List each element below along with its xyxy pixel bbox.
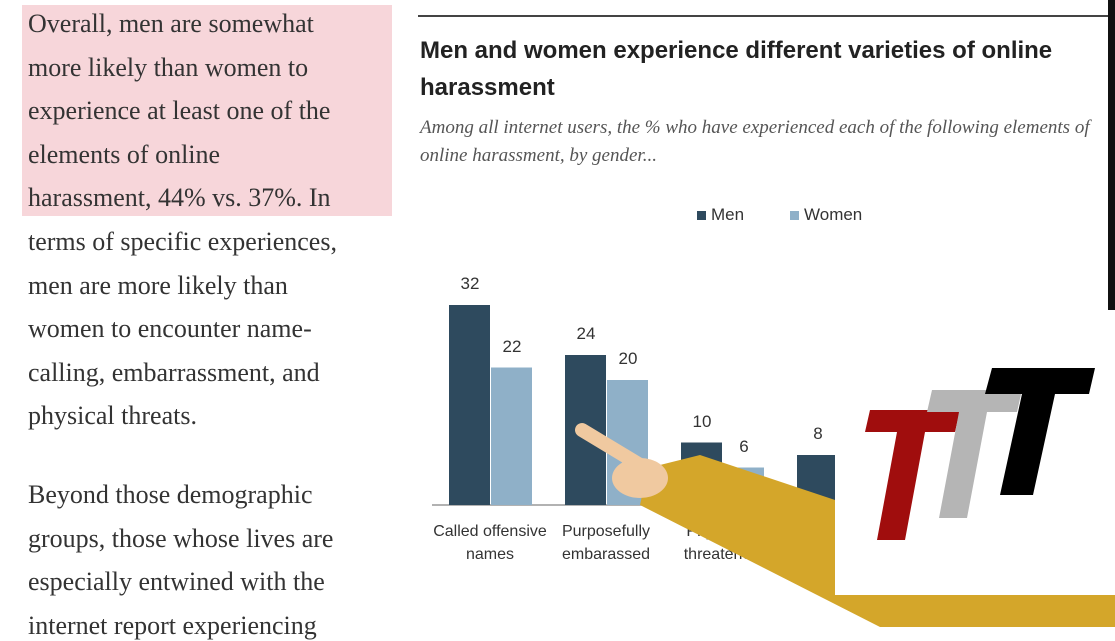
logo-t: [927, 390, 1022, 518]
logo-t: [865, 410, 960, 540]
logo-t: [985, 368, 1095, 495]
article-line: terms of specific experiences,: [28, 227, 337, 256]
value-label: 22: [502, 336, 522, 356]
highlight: [22, 5, 392, 216]
finger: [575, 423, 647, 472]
edge-bar: [1108, 0, 1115, 310]
article-line: Overall, men are somewhat: [28, 9, 314, 38]
article-line: more likely than women to: [28, 52, 309, 82]
legend-label: Men: [711, 205, 745, 224]
hand: [612, 458, 668, 498]
article-line: especially entwined with the: [28, 567, 325, 597]
value-label: 24: [576, 324, 596, 343]
article-line: elements of online: [28, 139, 221, 169]
article-line: women to encounter name-: [28, 314, 312, 344]
article-line: physical threats.: [28, 401, 197, 431]
value-label: 20: [618, 349, 638, 368]
article-line: men are more likely than: [28, 270, 288, 300]
bar: [449, 305, 490, 505]
value-label: 6: [739, 436, 749, 456]
overlay: [575, 0, 1115, 627]
category-label: Purposefully embarassed: [561, 523, 651, 563]
article-line: Beyond those demographic: [28, 480, 313, 509]
value-label: 32: [460, 274, 480, 293]
article-line: harassment, 44% vs. 37%. In: [28, 183, 331, 213]
page: Overall, men are somewhat more likely tha…: [22, 0, 1115, 640]
chart-subtitle: Among all internet users, the % who have…: [420, 117, 1090, 166]
legend-swatch: [790, 211, 799, 220]
value-label: 8: [813, 424, 823, 443]
article-line: groups, those whose lives are: [28, 523, 334, 553]
category-label: Called offensive names: [433, 523, 547, 563]
bar: [491, 367, 532, 505]
value-label: 10: [692, 411, 712, 431]
legend-label: Women: [804, 205, 863, 224]
background: [22, 5, 1110, 506]
legend-swatch: [697, 211, 706, 220]
article-line: calling, embarrassment, and: [28, 357, 320, 387]
chart-title: Men and women experience different varie…: [420, 37, 1053, 101]
article-line: experience at least one of the: [28, 96, 331, 126]
